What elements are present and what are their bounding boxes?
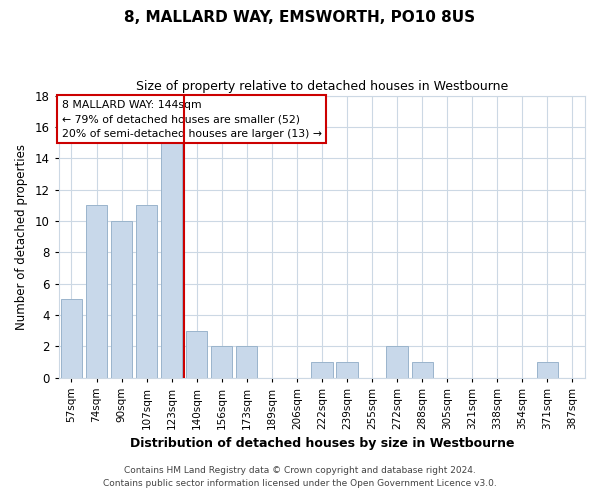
Bar: [386, 346, 408, 378]
Bar: [537, 362, 558, 378]
Bar: [236, 346, 257, 378]
Bar: [211, 346, 232, 378]
Bar: [412, 362, 433, 378]
Text: 8 MALLARD WAY: 144sqm
← 79% of detached houses are smaller (52)
20% of semi-deta: 8 MALLARD WAY: 144sqm ← 79% of detached …: [62, 100, 322, 138]
Bar: [86, 205, 107, 378]
X-axis label: Distribution of detached houses by size in Westbourne: Distribution of detached houses by size …: [130, 437, 514, 450]
Text: Contains HM Land Registry data © Crown copyright and database right 2024.
Contai: Contains HM Land Registry data © Crown c…: [103, 466, 497, 487]
Bar: [186, 330, 208, 378]
Bar: [311, 362, 332, 378]
Bar: [161, 142, 182, 378]
Bar: [61, 299, 82, 378]
Bar: [136, 205, 157, 378]
Y-axis label: Number of detached properties: Number of detached properties: [15, 144, 28, 330]
Title: Size of property relative to detached houses in Westbourne: Size of property relative to detached ho…: [136, 80, 508, 93]
Text: 8, MALLARD WAY, EMSWORTH, PO10 8US: 8, MALLARD WAY, EMSWORTH, PO10 8US: [124, 10, 476, 25]
Bar: [337, 362, 358, 378]
Bar: [111, 221, 132, 378]
